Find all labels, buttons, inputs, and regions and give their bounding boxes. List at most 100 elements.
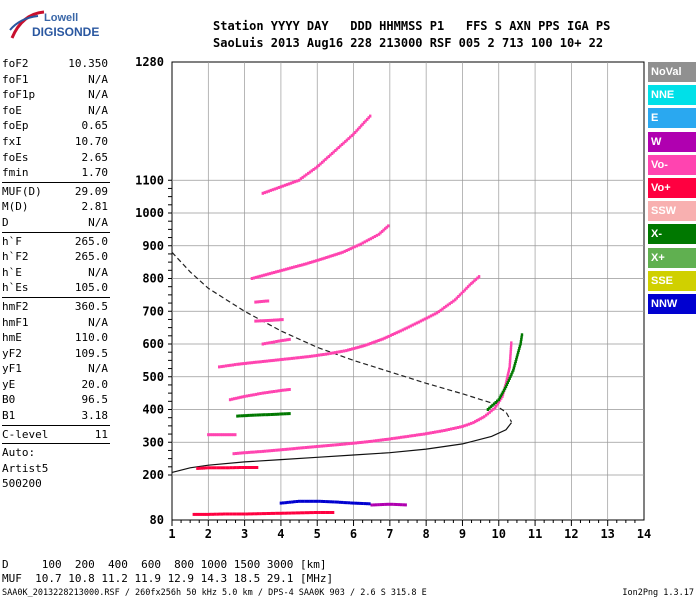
echo-point bbox=[393, 332, 396, 336]
echo-point bbox=[335, 252, 338, 256]
echo-point bbox=[507, 378, 510, 382]
echo-point bbox=[272, 412, 275, 416]
echo-point bbox=[324, 352, 328, 356]
echo-point bbox=[319, 162, 322, 166]
echo-point bbox=[491, 403, 494, 407]
echo-point bbox=[275, 389, 278, 393]
footer-version: Ion2Png 1.3.17 bbox=[622, 588, 694, 598]
echo-point bbox=[377, 438, 380, 442]
echo-point bbox=[254, 450, 258, 454]
echo-point bbox=[488, 406, 491, 410]
echo-point bbox=[302, 446, 305, 450]
echo-point bbox=[275, 186, 279, 190]
logo-swoosh-icon bbox=[9, 10, 45, 39]
x-tick-label: 11 bbox=[528, 527, 542, 541]
echo-point bbox=[496, 399, 499, 403]
echo-point bbox=[391, 333, 394, 336]
echo-point bbox=[460, 291, 463, 295]
echo-point bbox=[357, 243, 360, 247]
echo-point bbox=[259, 512, 262, 516]
legend-item-nne: NNE bbox=[648, 85, 696, 106]
y-tick-label: 600 bbox=[142, 337, 164, 351]
echo-point bbox=[368, 440, 371, 443]
echo-point bbox=[520, 337, 523, 341]
echo-point bbox=[317, 258, 320, 262]
echo-point bbox=[508, 376, 511, 380]
y-tick-label: 1280 bbox=[135, 55, 164, 69]
distance-row: D 100 200 400 600 800 1000 1500 3000 [km… bbox=[2, 558, 327, 571]
echo-point bbox=[266, 449, 269, 453]
echo-point bbox=[363, 440, 367, 444]
x-tick-label: 8 bbox=[423, 527, 430, 541]
echo-point bbox=[349, 135, 352, 139]
echo-point bbox=[267, 189, 270, 193]
echo-point bbox=[316, 511, 319, 514]
echo-point bbox=[308, 170, 312, 174]
echo-point bbox=[344, 140, 347, 144]
echo-point bbox=[498, 396, 501, 400]
echo-point bbox=[520, 335, 523, 339]
echo-point bbox=[384, 438, 387, 441]
param-row: D N/A bbox=[2, 215, 110, 231]
param-row: M(D) 2.81 bbox=[2, 199, 110, 215]
echo-point bbox=[516, 353, 519, 357]
echo-point bbox=[272, 271, 276, 274]
param-value: 29.09 bbox=[74, 184, 108, 198]
echo-point bbox=[309, 511, 312, 515]
echo-point bbox=[333, 253, 336, 257]
echo-point bbox=[371, 341, 374, 345]
echo-point bbox=[237, 396, 240, 400]
param-name: foEp bbox=[2, 119, 29, 133]
echo-point bbox=[295, 265, 298, 268]
echo-point bbox=[377, 232, 381, 236]
param-name: h`Es bbox=[2, 281, 29, 295]
echo-point bbox=[270, 271, 274, 275]
param-name: hmE bbox=[2, 331, 22, 345]
echo-point bbox=[299, 355, 303, 359]
echo-point bbox=[260, 319, 263, 323]
echo-point bbox=[272, 340, 276, 344]
echo-point bbox=[281, 338, 285, 342]
echo-point bbox=[200, 512, 204, 516]
echo-point bbox=[367, 238, 371, 242]
echo-point bbox=[194, 512, 198, 516]
echo-point bbox=[218, 512, 221, 516]
echo-point bbox=[327, 255, 330, 259]
echo-point bbox=[479, 417, 482, 421]
echo-point bbox=[239, 451, 242, 455]
echo-point bbox=[393, 436, 396, 440]
echo-point bbox=[503, 386, 507, 390]
echo-point bbox=[379, 338, 382, 342]
param-name: D bbox=[2, 215, 9, 229]
echo-point bbox=[420, 432, 423, 436]
echo-point bbox=[340, 349, 343, 353]
echo-point bbox=[514, 360, 517, 363]
echo-point bbox=[268, 359, 271, 363]
echo-point bbox=[270, 359, 273, 363]
echo-point bbox=[279, 412, 282, 416]
echo-point bbox=[439, 308, 442, 312]
echo-point bbox=[325, 444, 328, 448]
param-name: h`F bbox=[2, 234, 22, 248]
echo-point bbox=[364, 119, 367, 123]
echo-point bbox=[443, 306, 446, 310]
echo-point bbox=[356, 501, 360, 505]
param-name: foE bbox=[2, 103, 22, 117]
echo-point bbox=[357, 345, 360, 349]
echo-point bbox=[252, 413, 255, 417]
echo-point bbox=[309, 499, 312, 503]
legend-item-vo-: Vo+ bbox=[648, 177, 696, 198]
echo-point bbox=[397, 330, 400, 334]
echo-trace bbox=[261, 337, 291, 346]
echo-point bbox=[334, 149, 337, 152]
param-value: N/A bbox=[88, 362, 108, 376]
param-separator bbox=[2, 231, 110, 233]
echo-point bbox=[322, 511, 326, 514]
echo-point bbox=[470, 282, 473, 286]
echo-point bbox=[379, 231, 382, 235]
echo-point bbox=[297, 356, 300, 360]
echo-point bbox=[258, 274, 262, 278]
echo-point bbox=[283, 412, 287, 416]
echo-point bbox=[216, 466, 219, 470]
echo-point bbox=[462, 290, 465, 294]
